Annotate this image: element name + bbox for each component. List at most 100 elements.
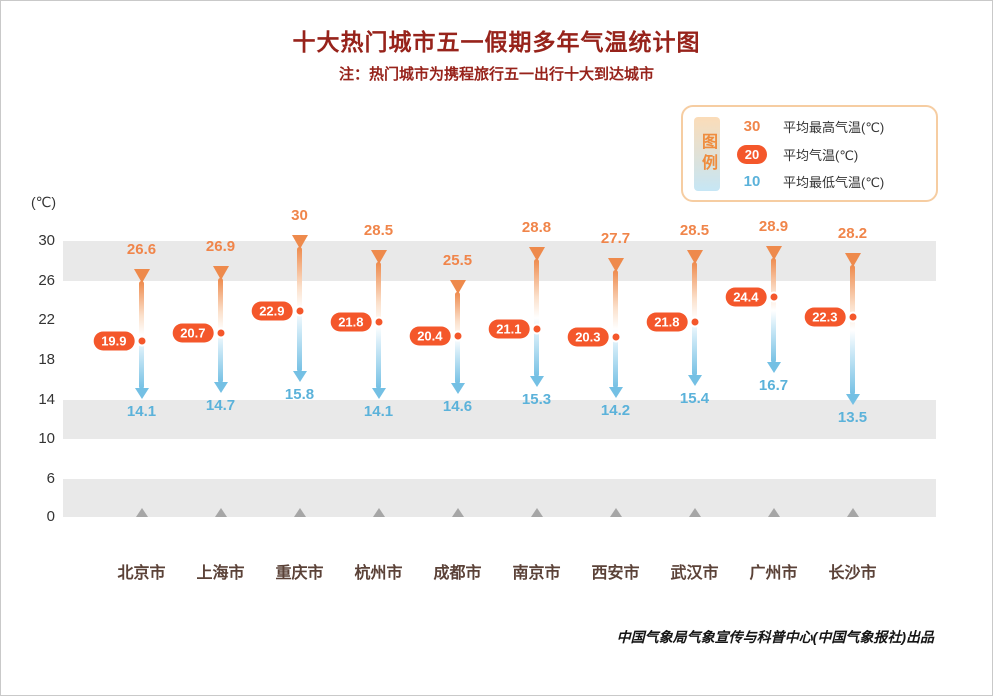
avg-temp-dot xyxy=(217,329,224,337)
avg-temp-dot xyxy=(533,325,540,333)
avg-temp-badge: 22.9 xyxy=(251,301,293,321)
avg-temp-badge: 20.4 xyxy=(409,326,451,346)
legend-box: 图例 30 平均最高气温(℃) 20 平均气温(℃) 10 平均最低气温(℃) xyxy=(681,105,938,202)
max-temp-label: 28.2 xyxy=(837,224,868,242)
thermometer-top-cap xyxy=(686,249,703,264)
thermometer-top-cap xyxy=(449,279,466,294)
y-axis-unit-label: (℃) xyxy=(31,194,57,210)
max-temp-label: 28.5 xyxy=(679,221,710,239)
thermometer-bottom-arrow xyxy=(608,386,623,398)
grid-band xyxy=(63,479,936,517)
y-axis-tick-label: 30 xyxy=(38,232,55,249)
min-temp-label: 14.1 xyxy=(363,402,394,420)
legend-avg-label: 平均气温(℃) xyxy=(783,147,859,163)
baseline-marker xyxy=(214,508,227,517)
credit-footer: 中国气象局气象宣传与科普中心(中国气象报社)出品 xyxy=(616,629,934,645)
avg-temp-badge: 21.1 xyxy=(488,319,530,339)
avg-temp-dot xyxy=(454,332,461,340)
x-axis-city-label: 南京市 xyxy=(512,565,561,582)
x-axis-city-label: 上海市 xyxy=(196,565,245,582)
baseline-marker xyxy=(451,508,464,517)
avg-temp-dot xyxy=(612,333,619,341)
avg-temp-dot xyxy=(849,313,856,321)
legend-avg-sample: 20 xyxy=(729,144,775,164)
min-temp-label: 15.4 xyxy=(679,389,710,407)
min-temp-label: 14.1 xyxy=(126,402,157,420)
y-axis-tick-label: 0 xyxy=(46,508,55,525)
legend-max-sample: 30 xyxy=(743,118,761,135)
thermometer-bottom-arrow xyxy=(529,375,544,387)
avg-temp-dot xyxy=(375,318,382,326)
max-temp-label: 25.5 xyxy=(442,251,473,269)
avg-temp-badge: 20.3 xyxy=(567,327,609,347)
grid-band xyxy=(63,241,936,281)
chart-title: 十大热门城市五一假期多年气温统计图 xyxy=(292,29,701,55)
thermometer-bar xyxy=(534,258,539,377)
thermometer-bottom-arrow xyxy=(845,393,860,405)
y-axis-tick-label: 18 xyxy=(38,351,55,368)
thermometer-bottom-arrow xyxy=(292,370,307,382)
max-temp-label: 27.7 xyxy=(600,229,631,247)
avg-temp-dot xyxy=(138,337,145,345)
thermometer-top-cap xyxy=(133,268,150,283)
avg-temp-dot xyxy=(296,307,303,315)
thermometer-top-cap xyxy=(607,257,624,272)
avg-temp-badge: 21.8 xyxy=(646,312,688,332)
avg-temp-dot xyxy=(691,318,698,326)
legend-min-label: 平均最低气温(℃) xyxy=(783,175,885,190)
min-temp-label: 14.6 xyxy=(442,397,473,415)
avg-temp-badge: 24.4 xyxy=(725,287,767,307)
baseline-marker xyxy=(293,508,306,517)
max-temp-label: 28.9 xyxy=(758,217,789,235)
legend-title-ribbon: 图例 xyxy=(694,117,720,191)
y-axis-tick-label: 10 xyxy=(38,430,55,448)
max-temp-label: 26.6 xyxy=(126,240,157,258)
avg-temp-dot xyxy=(770,293,777,301)
thermometer-top-cap xyxy=(765,245,782,260)
min-temp-label: 15.8 xyxy=(284,385,315,403)
min-temp-label: 14.7 xyxy=(205,396,236,414)
max-temp-label: 28.8 xyxy=(521,218,552,236)
avg-temp-badge: 22.3 xyxy=(804,307,846,327)
thermometer-bar xyxy=(613,269,618,388)
min-temp-label: 13.5 xyxy=(837,408,868,426)
thermometer-bottom-arrow xyxy=(371,387,386,399)
legend-row-min: 10 平均最低气温(℃) xyxy=(729,169,930,194)
x-axis-city-label: 北京市 xyxy=(117,565,166,582)
max-temp-label: 26.9 xyxy=(205,237,236,255)
max-temp-label: 28.5 xyxy=(363,221,394,239)
thermometer-top-cap xyxy=(370,249,387,264)
thermometer-top-cap xyxy=(291,235,308,249)
thermometer-bar xyxy=(139,280,144,389)
min-temp-label: 15.3 xyxy=(521,390,552,408)
x-axis-city-label: 成都市 xyxy=(433,565,482,582)
thermometer-top-cap xyxy=(212,265,229,280)
x-axis-city-label: 杭州市 xyxy=(354,565,403,582)
thermometer-bottom-arrow xyxy=(687,374,702,386)
baseline-marker xyxy=(135,508,148,517)
legend-row-max: 30 平均最高气温(℃) xyxy=(729,114,930,139)
baseline-marker xyxy=(846,508,859,517)
y-axis-tick-label: 6 xyxy=(46,470,55,487)
x-axis-city-label: 武汉市 xyxy=(670,565,719,582)
min-temp-label: 14.2 xyxy=(600,401,631,419)
thermometer-bar xyxy=(771,257,776,363)
avg-temp-badge: 20.7 xyxy=(172,323,214,343)
thermometer-bottom-arrow xyxy=(766,361,781,373)
legend-title: 图例 xyxy=(699,133,716,175)
avg-temp-badge: 21.8 xyxy=(330,312,372,332)
min-temp-label: 16.7 xyxy=(758,376,789,394)
thermometer-top-cap xyxy=(844,252,861,267)
avg-temp-badge: 19.9 xyxy=(93,331,135,351)
thermometer-bottom-arrow xyxy=(450,382,465,394)
x-axis-city-label: 西安市 xyxy=(591,565,640,582)
baseline-marker xyxy=(530,508,543,517)
thermometer-bottom-arrow xyxy=(134,387,149,399)
y-axis-tick-label: 26 xyxy=(38,271,55,289)
grid-band xyxy=(63,399,936,440)
chart-subtitle: 注：热门城市为携程旅行五一出行十大到达城市 xyxy=(338,66,654,83)
legend-min-sample: 10 xyxy=(743,173,761,190)
legend-rows: 30 平均最高气温(℃) 20 平均气温(℃) 10 平均最低气温(℃) xyxy=(729,114,930,194)
baseline-marker xyxy=(609,508,622,517)
